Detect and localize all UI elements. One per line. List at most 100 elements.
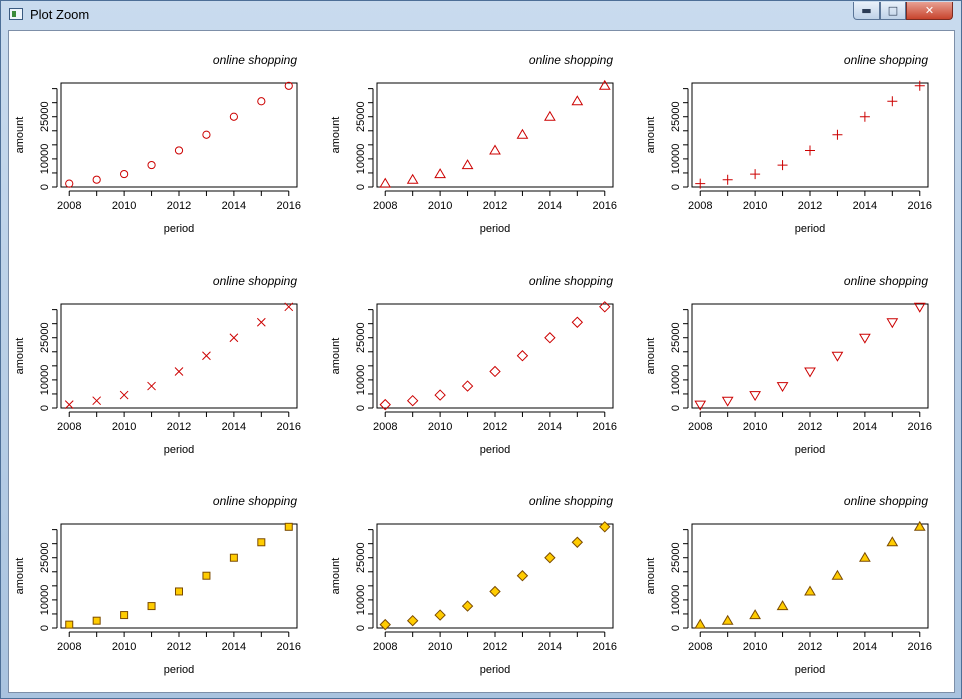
data-point-5	[202, 130, 211, 139]
x-axis-label: period	[795, 223, 826, 235]
data-point-0	[379, 398, 391, 411]
chart-panel-6: online shopping 0 10000 25000 amount 2008 2010…	[645, 274, 932, 456]
data-point-1	[722, 174, 733, 185]
data-point-1	[406, 173, 419, 184]
chart-title: online shopping	[529, 494, 613, 508]
plot-frame	[376, 523, 614, 629]
x-tick-label: 2008	[373, 641, 397, 653]
x-tick-label: 2016	[277, 641, 301, 653]
data-point-3	[461, 600, 474, 612]
y-axis: 0 10000 25000	[39, 88, 58, 190]
data-point-3	[776, 382, 789, 393]
y-axis-label: amount	[14, 558, 26, 595]
data-series	[379, 301, 611, 411]
close-button[interactable]: ✕	[906, 2, 953, 20]
x-tick-label: 2016	[277, 421, 301, 433]
y-tick-label: 0	[39, 184, 51, 190]
x-axis-label: period	[480, 444, 511, 456]
chart-title: online shopping	[529, 274, 613, 288]
data-point-6	[859, 333, 871, 344]
data-point-0	[65, 620, 74, 629]
x-tick-label: 2016	[593, 200, 617, 212]
data-point-4	[804, 367, 816, 378]
plot-area: online shopping 0 10000 25000 amount 2008 2010…	[8, 30, 955, 693]
y-tick-label: 25000	[670, 101, 682, 132]
chart-panel-4: online shopping 0 10000 25000 amount 2008 2010…	[14, 274, 301, 456]
y-axis-label: amount	[330, 338, 342, 375]
x-axis: 2008 2010 2012 2014 2016	[57, 411, 301, 433]
y-tick-label: 0	[670, 405, 682, 411]
chart-title: online shopping	[844, 274, 928, 288]
x-tick-label: 2016	[908, 641, 932, 653]
data-point-8	[284, 81, 293, 90]
data-point-1	[721, 614, 734, 625]
x-tick-label: 2014	[222, 641, 246, 653]
x-tick-label: 2012	[167, 641, 191, 653]
data-series	[694, 520, 926, 629]
data-point-4	[805, 145, 815, 156]
data-point-3	[147, 160, 156, 170]
data-point-5	[516, 128, 529, 139]
plot-frame	[376, 303, 614, 409]
data-point-4	[489, 365, 501, 378]
y-tick-label: 10000	[39, 585, 51, 616]
x-tick-label: 2008	[57, 200, 81, 212]
data-point-6	[544, 552, 556, 564]
x-tick-label: 2008	[373, 200, 397, 212]
y-tick-label: 0	[355, 625, 367, 631]
data-point-6	[229, 112, 238, 121]
y-tick-label: 10000	[355, 144, 367, 175]
data-point-4	[489, 144, 501, 155]
data-point-7	[256, 317, 266, 327]
minimize-button[interactable]: ▬	[853, 2, 880, 20]
data-point-7	[257, 97, 266, 106]
x-tick-label: 2014	[538, 421, 562, 433]
y-axis: 0 10000 25000	[670, 529, 689, 631]
x-tick-label: 2016	[908, 421, 932, 433]
x-tick-label: 2008	[688, 200, 712, 212]
plot-frame	[691, 523, 929, 629]
maximize-button[interactable]: □	[880, 2, 906, 20]
title-bar[interactable]: Plot Zoom ▬ □ ✕	[1, 1, 961, 29]
data-point-0	[65, 179, 74, 188]
x-tick-label: 2010	[743, 641, 767, 653]
y-tick-label: 25000	[39, 101, 51, 132]
x-axis-label: period	[480, 223, 511, 235]
chart-panel-7: online shopping 0 10000 25000 amount 2008 2010…	[14, 494, 301, 676]
x-axis: 2008 2010 2012 2014 2016	[688, 631, 932, 653]
chart-title: online shopping	[844, 494, 928, 508]
plot-grid: online shopping 0 10000 25000 amount 2008 2010…	[14, 53, 932, 676]
data-point-8	[914, 80, 925, 91]
y-tick-label: 0	[39, 405, 51, 411]
data-point-6	[229, 333, 239, 343]
x-tick-label: 2010	[428, 641, 452, 653]
x-tick-label: 2016	[593, 421, 617, 433]
data-point-2	[434, 389, 446, 401]
data-point-8	[284, 302, 294, 312]
x-axis: 2008 2010 2012 2014 2016	[373, 411, 617, 433]
y-axis-label: amount	[14, 338, 26, 375]
chart-panel-1: online shopping 0 10000 25000 amount 2008 2010…	[14, 53, 301, 235]
plot-frame	[691, 303, 929, 409]
x-tick-label: 2010	[112, 421, 136, 433]
data-point-8	[599, 301, 611, 313]
y-tick-label: 10000	[670, 144, 682, 175]
data-point-3	[777, 160, 788, 171]
data-point-7	[886, 318, 899, 329]
data-point-5	[202, 571, 211, 580]
x-axis-label: period	[795, 444, 826, 456]
x-tick-label: 2016	[277, 200, 301, 212]
x-tick-label: 2014	[853, 641, 877, 653]
y-tick-label: 0	[355, 184, 367, 190]
x-tick-label: 2014	[222, 421, 246, 433]
data-point-6	[859, 111, 870, 122]
data-point-8	[913, 302, 926, 313]
y-axis: 0 10000 25000	[39, 309, 58, 411]
y-tick-label: 0	[355, 405, 367, 411]
data-series	[65, 522, 293, 629]
chart-panel-8: online shopping 0 10000 25000 amount 2008 2010…	[330, 494, 617, 676]
data-point-1	[406, 614, 419, 627]
data-point-7	[257, 538, 266, 547]
y-axis-label: amount	[330, 117, 342, 154]
